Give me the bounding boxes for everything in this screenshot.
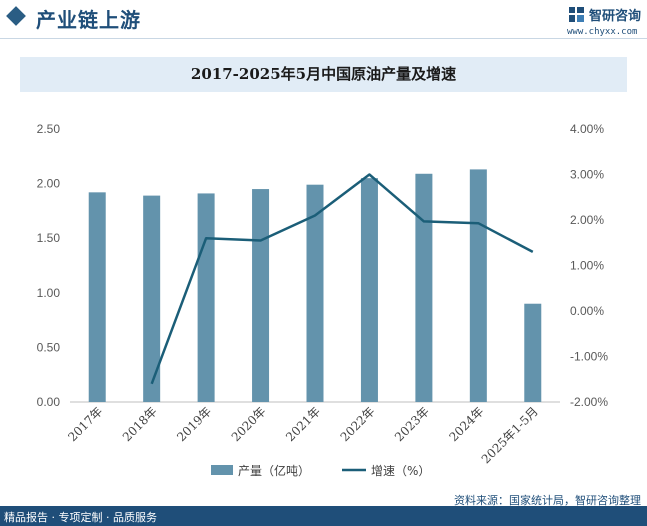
left-axis-tick-label: 0.50 — [37, 340, 61, 354]
source-note: 资料来源：国家统计局，智研咨询整理 — [454, 494, 641, 507]
footer-bar: 精品报告 · 专项定制 · 品质服务 — [0, 506, 647, 526]
x-axis-tick-label: 2021年 — [283, 404, 323, 444]
right-axis-tick-label: 0.00% — [570, 304, 604, 318]
right-axis-tick-label: -1.00% — [570, 350, 608, 364]
bar — [360, 178, 378, 402]
bar — [524, 303, 542, 402]
brand-url: www.chyxx.com — [567, 27, 638, 37]
left-axis-tick-label: 1.00 — [37, 286, 61, 300]
x-axis-tick-label: 2019年 — [174, 404, 214, 444]
left-axis-tick-label: 2.50 — [37, 122, 61, 136]
right-axis-tick-label: 3.00% — [570, 168, 604, 182]
brand-name: 智研咨询 — [589, 9, 642, 24]
chart-title-bar: 2017-2025年5月中国原油产量及增速 — [20, 57, 627, 92]
bar — [143, 195, 161, 402]
x-axis-tick-label: 2017年 — [65, 404, 105, 444]
right-axis-tick-label: 1.00% — [570, 259, 604, 273]
chart: 0.00 0.50 1.00 1.50 2.00 2.50 -2.00% -1.00% 0.00… — [37, 122, 609, 478]
x-axis-tick-label: 2022年 — [338, 404, 378, 444]
right-axis-tick-label: -2.00% — [570, 395, 608, 409]
left-axis-tick-label: 0.00 — [37, 395, 61, 409]
legend-bar-label: 产量（亿吨） — [238, 463, 310, 478]
chart-title: 2017-2025年5月中国原油产量及增速 — [190, 65, 457, 83]
x-axis-tick-label: 2018年 — [120, 404, 160, 444]
left-axis-tick-label: 1.50 — [37, 231, 61, 245]
bar — [252, 189, 270, 402]
growth-line — [150, 173, 534, 385]
x-axis-tick-label: 2020年 — [229, 404, 269, 444]
bar — [469, 169, 487, 402]
page-header: 产业链上游 智研咨询 www.chyxx.com — [0, 0, 647, 39]
x-axis-tick-label: 2024年 — [446, 404, 486, 444]
footer-slogan: 精品报告 · 专项定制 · 品质服务 — [4, 511, 157, 524]
bar — [197, 193, 215, 402]
bar — [415, 173, 433, 402]
bar — [88, 192, 106, 402]
zhiyan-logo-icon — [569, 7, 584, 22]
bar — [306, 184, 324, 402]
header-divider — [0, 38, 647, 39]
x-axis-tick-label: 2025年1-5月 — [479, 404, 541, 466]
right-axis-tick-label: 2.00% — [570, 213, 604, 227]
legend-line-label: 增速（%） — [371, 464, 430, 478]
right-axis-tick-label: 4.00% — [570, 122, 604, 136]
left-axis-tick-label: 2.00 — [37, 177, 61, 191]
section-title: 产业链上游 — [36, 8, 141, 32]
x-axis-tick-label: 2023年 — [392, 404, 432, 444]
legend-bar-swatch — [211, 465, 233, 475]
